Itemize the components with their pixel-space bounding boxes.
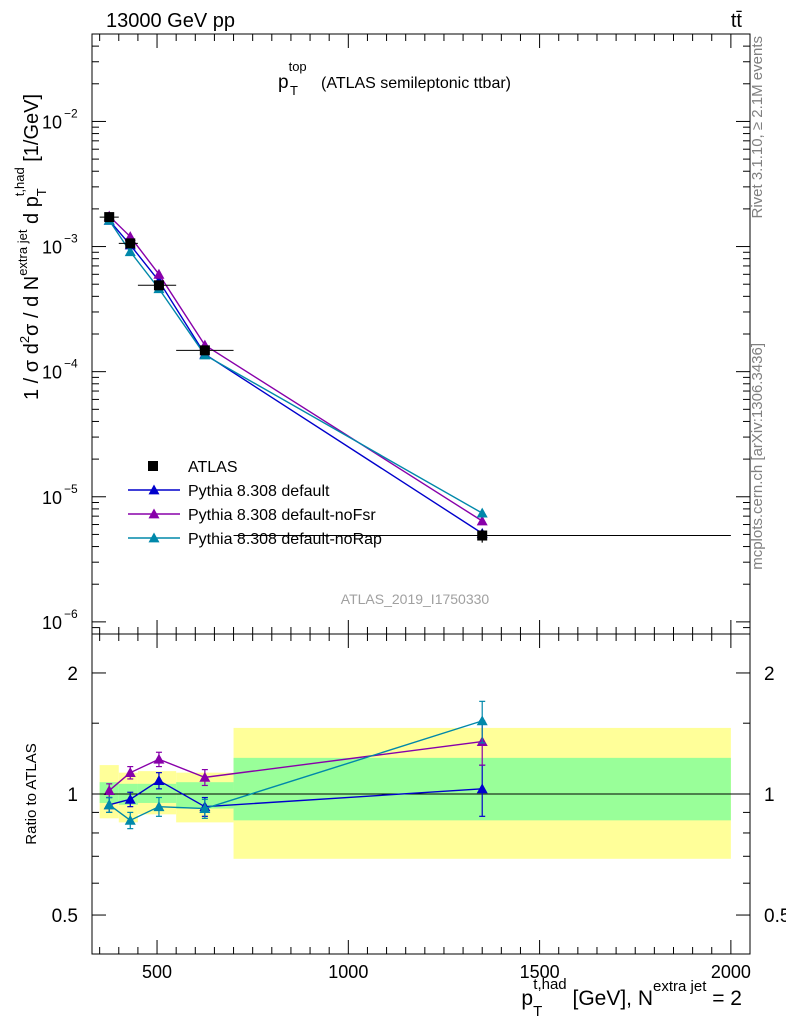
mcplots-label: mcplots.cern.ch [arXiv:1306.3436] — [749, 343, 766, 570]
legend-label: Pythia 8.308 default-noFsr — [188, 507, 376, 524]
ratio-series-marker — [153, 753, 165, 764]
ratio-series-marker — [476, 715, 488, 726]
plot-title: ptop T (ATLAS semileptonic ttbar) — [278, 59, 511, 98]
ratio-y-tick-label: 1 — [67, 785, 78, 806]
ratio-series-marker — [103, 785, 115, 795]
y-tick-exponent: −6 — [64, 607, 78, 621]
x-axis-label-sup: t,had — [533, 976, 566, 993]
legend-marker — [148, 532, 160, 543]
legend-label: Pythia 8.308 default-noRap — [188, 531, 382, 548]
data-point — [199, 345, 210, 356]
x-axis-label-sub: T — [533, 1003, 542, 1020]
energy-label: 13000 GeV pp — [106, 10, 235, 32]
main-plot-marks — [99, 210, 731, 543]
ratio-series-marker — [124, 767, 136, 778]
plot-title-rest: (ATLAS semileptonic ttbar) — [321, 75, 511, 92]
data-point — [477, 530, 488, 541]
plot-title-sup: top — [289, 59, 307, 74]
x-tick-label: 500 — [142, 962, 172, 982]
data-point — [153, 280, 164, 291]
plot-title-p: p — [278, 72, 289, 93]
legend-marker — [148, 461, 158, 471]
main-panel: 10−610−510−410−310−2 ptop T (ATLAS semilep… — [12, 33, 751, 635]
series-marker — [153, 268, 165, 279]
ratio-panel: 0.5 0.5 1 1 2 2 500 1000 1500 2000 Ratio to ATLAS… — [23, 633, 786, 1020]
data-point — [125, 238, 136, 249]
main-y-ticks: 10−610−510−410−310−2 — [42, 33, 751, 635]
legend-label: Pythia 8.308 default — [188, 483, 330, 500]
series-marker — [124, 246, 136, 257]
ratio-y-tick-label: 0.5 — [52, 906, 78, 927]
y-tick-exponent: −3 — [64, 232, 78, 246]
ratio-ticks: 0.5 0.5 1 1 2 2 500 1000 1500 2000 — [52, 634, 786, 982]
legend-marker — [148, 484, 160, 495]
y-tick-label: 10 — [42, 238, 62, 258]
ratio-series-marker — [124, 814, 136, 825]
rivet-label: Rivet 3.1.10, ≥ 2.1M events — [749, 36, 766, 219]
ratio-y-label: Ratio to ATLAS — [23, 743, 40, 844]
ratio-y-tick-label: 2 — [67, 664, 78, 685]
y-tick-label: 10 — [42, 112, 62, 132]
y-tick-exponent: −4 — [64, 357, 78, 371]
y-tick-label: 10 — [42, 613, 62, 633]
legend-marker — [148, 508, 160, 519]
ratio-series-marker — [153, 775, 165, 785]
process-label: tt̄ — [731, 10, 743, 32]
x-tick-label: 1500 — [520, 962, 560, 982]
ratio-y-tick-label-right: 1 — [764, 785, 775, 806]
ratio-series-marker — [103, 799, 115, 810]
series-marker — [476, 507, 488, 518]
data-point — [104, 212, 115, 223]
legend: ATLAS Pythia 8.308 default Pythia 8.308 de… — [128, 459, 382, 548]
y-tick-exponent: −2 — [64, 106, 78, 120]
y-tick-label: 10 — [42, 488, 62, 508]
analysis-watermark: ATLAS_2019_I1750330 — [341, 591, 490, 607]
x-tick-label: 2000 — [711, 962, 751, 982]
x-axis-label-rest: [GeV], N — [567, 987, 653, 1010]
ratio-y-tick-label-right: 0.5 — [764, 906, 786, 927]
x-axis-label-p: p — [521, 987, 533, 1010]
y-tick-label: 10 — [42, 363, 62, 383]
x-axis-label: pTt,had [GeV], Nextra jet = 2 — [521, 976, 742, 1020]
series-line — [108, 219, 483, 514]
x-axis-label-end: = 2 — [706, 987, 742, 1010]
ratio-series-marker — [199, 803, 211, 813]
ratio-series-marker — [124, 793, 136, 804]
y-tick-exponent: −5 — [64, 482, 78, 496]
svg-text:1 / σ d2σ / d Nextra jet d pT: 1 / σ d2σ / d Nextra jet d pTt,had [1/Ge… — [12, 94, 49, 400]
ratio-series-marker — [199, 771, 211, 782]
plot-title-sub: T — [290, 83, 298, 98]
series-line — [108, 215, 483, 522]
ratio-plot-marks — [92, 700, 750, 859]
ratio-series-marker — [153, 801, 165, 812]
ratio-y-tick-label-right: 2 — [764, 664, 775, 685]
x-axis-label-sup2: extra jet — [653, 978, 707, 995]
x-tick-label: 1000 — [328, 962, 368, 982]
series-marker — [476, 515, 488, 526]
ratio-series-marker — [476, 783, 488, 794]
main-y-label: 1 / σ d2σ / d Nextra jet d pTt,had [1/Ge… — [12, 94, 49, 400]
legend-label: ATLAS — [188, 459, 238, 476]
